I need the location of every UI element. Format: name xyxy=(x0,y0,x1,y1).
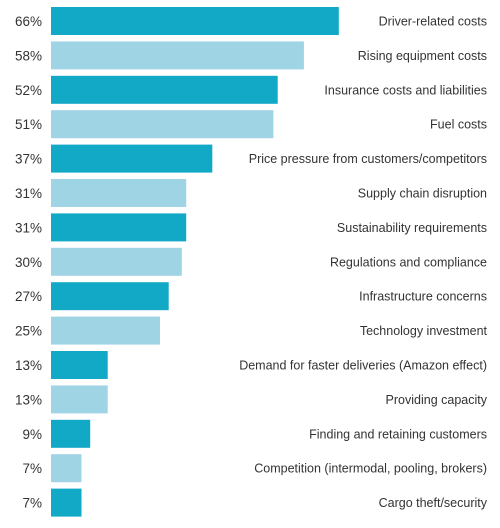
value-label: 58% xyxy=(15,48,42,63)
bar-11 xyxy=(51,351,108,379)
bar-5 xyxy=(51,144,213,173)
bar-14 xyxy=(51,454,82,483)
bar-9 xyxy=(51,282,169,311)
bar-4 xyxy=(51,110,274,139)
value-label: 7% xyxy=(22,496,42,511)
bar-13 xyxy=(51,419,91,448)
bar-3 xyxy=(51,75,278,104)
value-label: 30% xyxy=(15,255,42,270)
bar-12 xyxy=(51,385,108,414)
value-label: 9% xyxy=(22,427,42,442)
bar-1 xyxy=(51,7,339,35)
category-label: Cargo theft/security xyxy=(379,496,488,510)
category-label: Competition (intermodal, pooling, broker… xyxy=(254,462,487,476)
bar-10 xyxy=(51,316,160,345)
category-label: Insurance costs and liabilities xyxy=(324,83,487,97)
category-label: Infrastructure concerns xyxy=(359,290,487,304)
category-label: Driver-related costs xyxy=(379,15,487,29)
category-label: Rising equipment costs xyxy=(358,49,487,63)
value-label: 37% xyxy=(15,152,42,167)
bar-7 xyxy=(51,213,187,242)
value-label: 13% xyxy=(15,392,42,407)
category-label: Finding and retaining customers xyxy=(309,427,487,441)
category-label: Sustainability requirements xyxy=(337,221,487,235)
value-label: 27% xyxy=(15,289,42,304)
value-label: 51% xyxy=(15,117,42,132)
value-label: 25% xyxy=(15,324,42,339)
bar-6 xyxy=(51,179,187,207)
category-label: Technology investment xyxy=(360,324,488,338)
value-label: 31% xyxy=(15,186,42,201)
bar-8 xyxy=(51,247,182,276)
category-label: Providing capacity xyxy=(386,393,488,407)
value-label: 31% xyxy=(15,220,42,235)
category-label: Demand for faster deliveries (Amazon eff… xyxy=(239,359,487,373)
category-label: Supply chain disruption xyxy=(358,187,487,201)
bar-15 xyxy=(51,488,82,517)
bar-2 xyxy=(51,41,304,70)
category-label: Fuel costs xyxy=(430,118,487,132)
category-label: Regulations and compliance xyxy=(330,255,487,269)
category-label: Price pressure from customers/competitor… xyxy=(249,152,487,166)
value-label: 7% xyxy=(22,461,42,476)
value-label: 13% xyxy=(15,358,42,373)
value-label: 66% xyxy=(15,14,42,29)
value-label: 52% xyxy=(15,83,42,98)
